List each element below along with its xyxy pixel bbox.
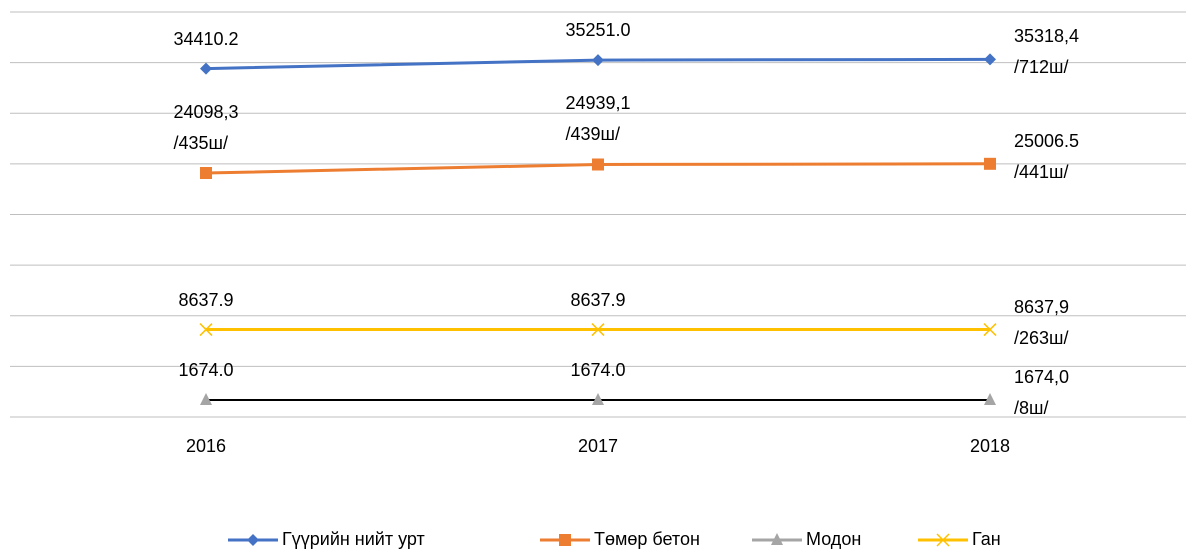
- marker: [247, 534, 259, 546]
- marker: [984, 393, 996, 406]
- data-label: 34410.2: [173, 28, 239, 49]
- marker: [200, 167, 212, 180]
- x-tick-label: 2017: [578, 436, 618, 456]
- data-label: 25006.5 /441ш/: [1014, 130, 1080, 182]
- data-label: 8637,9 /263ш/: [1014, 296, 1070, 348]
- legend-label: Ган: [972, 529, 1001, 549]
- data-label: 8637.9: [178, 289, 234, 310]
- x-tick-label: 2018: [970, 436, 1010, 456]
- data-label: 1674.0: [570, 360, 626, 381]
- data-label: 35318,4 /712ш/: [1014, 26, 1080, 78]
- marker: [771, 533, 783, 545]
- legend-label: Модон: [806, 529, 861, 549]
- data-label: 1674.0: [178, 360, 234, 381]
- marker: [592, 393, 604, 406]
- x-tick-label: 2016: [186, 436, 226, 456]
- data-label: 1674,0 /8ш/: [1014, 367, 1070, 419]
- data-label: 24939,1 /439ш/: [565, 93, 631, 145]
- marker: [984, 53, 996, 66]
- data-label: 24098,3 /435ш/: [173, 102, 239, 153]
- marker: [984, 157, 996, 170]
- legend-label: Төмөр бетон: [594, 529, 700, 549]
- legend: Гүүрийн нийт урт Төмөр бетон Модон Ган: [228, 529, 1001, 549]
- marker: [592, 54, 604, 67]
- data-label: 8637.9: [570, 289, 626, 310]
- marker: [559, 534, 571, 546]
- marker: [200, 62, 212, 75]
- marker: [200, 393, 212, 406]
- marker: [592, 158, 604, 171]
- marker: [983, 323, 997, 337]
- data-label: 35251.0: [565, 20, 631, 41]
- marker: [199, 323, 213, 337]
- legend-label: Гүүрийн нийт урт: [282, 529, 425, 549]
- marker: [936, 533, 950, 547]
- marker: [591, 323, 605, 337]
